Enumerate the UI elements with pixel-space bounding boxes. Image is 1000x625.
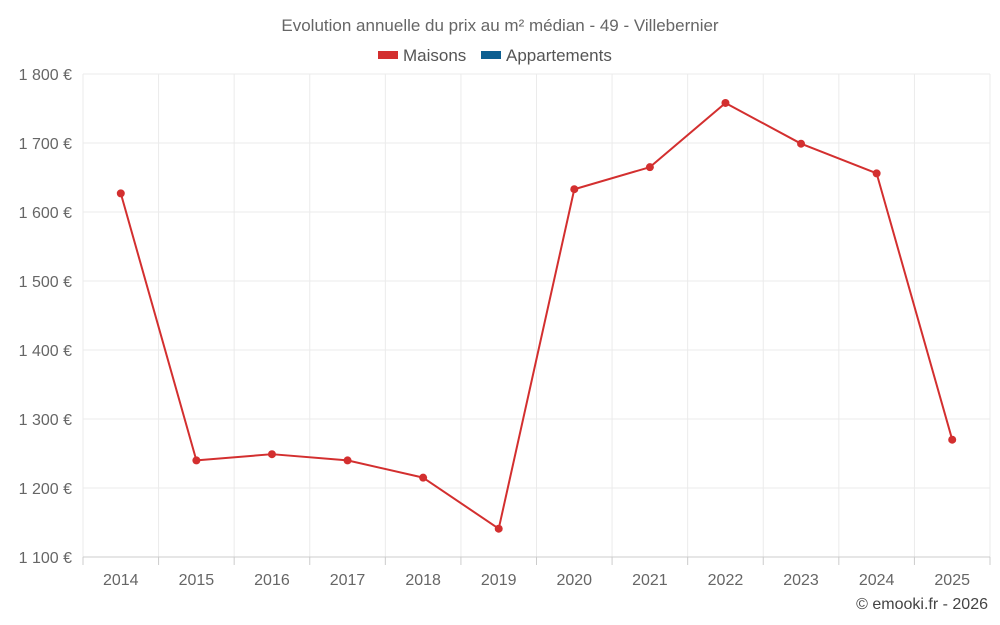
data-point-maisons-2025[interactable] (948, 435, 957, 444)
x-tick-label: 2014 (103, 572, 139, 589)
data-point-maisons-2019[interactable] (494, 524, 503, 533)
y-tick-label: 1 300 € (19, 412, 72, 429)
x-tick-label: 2022 (708, 572, 744, 589)
legend-label-appartements: Appartements (506, 46, 612, 65)
data-point-maisons-2018[interactable] (419, 473, 428, 482)
data-point-maisons-2016[interactable] (267, 450, 276, 459)
y-tick-label: 1 200 € (19, 481, 72, 498)
grid (82, 73, 991, 558)
credit-text: © emooki.fr - 2026 (856, 596, 988, 613)
data-point-maisons-2014[interactable] (116, 189, 125, 198)
y-tick-label: 1 400 € (19, 343, 72, 360)
legend-item-maisons[interactable]: Maisons (378, 46, 466, 65)
data-point-maisons-2015[interactable] (192, 456, 201, 465)
y-tick-label: 1 800 € (19, 67, 72, 84)
x-tick-label: 2020 (556, 572, 592, 589)
y-tick-label: 1 600 € (19, 205, 72, 222)
legend-item-appartements[interactable]: Appartements (481, 46, 612, 65)
x-tick-label: 2024 (859, 572, 895, 589)
legend-label-maisons: Maisons (403, 46, 466, 65)
y-tick-label: 1 100 € (19, 550, 72, 567)
data-point-maisons-2022[interactable] (721, 98, 730, 107)
x-tick-label: 2023 (783, 572, 819, 589)
legend-swatch-appartements (481, 51, 501, 59)
y-tick-label: 1 500 € (19, 274, 72, 291)
data-point-maisons-2024[interactable] (872, 169, 881, 178)
data-point-maisons-2021[interactable] (645, 163, 654, 172)
x-tick-label: 2021 (632, 572, 668, 589)
x-tick-label: 2016 (254, 572, 290, 589)
data-point-maisons-2017[interactable] (343, 456, 352, 465)
x-tick-label: 2019 (481, 572, 517, 589)
legend-swatch-maisons (378, 51, 398, 59)
data-point-maisons-2023[interactable] (797, 139, 806, 148)
y-axis-ticks: 1 100 € 1 200 € 1 300 € 1 400 € 1 500 € 1 600… (19, 67, 72, 567)
legend: Maisons Appartements (378, 46, 612, 65)
series-line-maisons (119, 101, 954, 530)
x-axis-ticks: 2014 2015 2016 2017 2018 2019 2020 2021 2022 2023… (103, 572, 970, 589)
x-tick-label: 2015 (179, 572, 215, 589)
chart-title: Evolution annuelle du prix au m² médian … (281, 16, 719, 35)
x-tick-label: 2025 (934, 572, 970, 589)
data-point-maisons-2020[interactable] (570, 185, 579, 194)
x-tick-label: 2018 (405, 572, 441, 589)
y-tick-label: 1 700 € (19, 136, 72, 153)
series (116, 98, 957, 533)
x-tick-label: 2017 (330, 572, 366, 589)
axes (82, 556, 991, 565)
